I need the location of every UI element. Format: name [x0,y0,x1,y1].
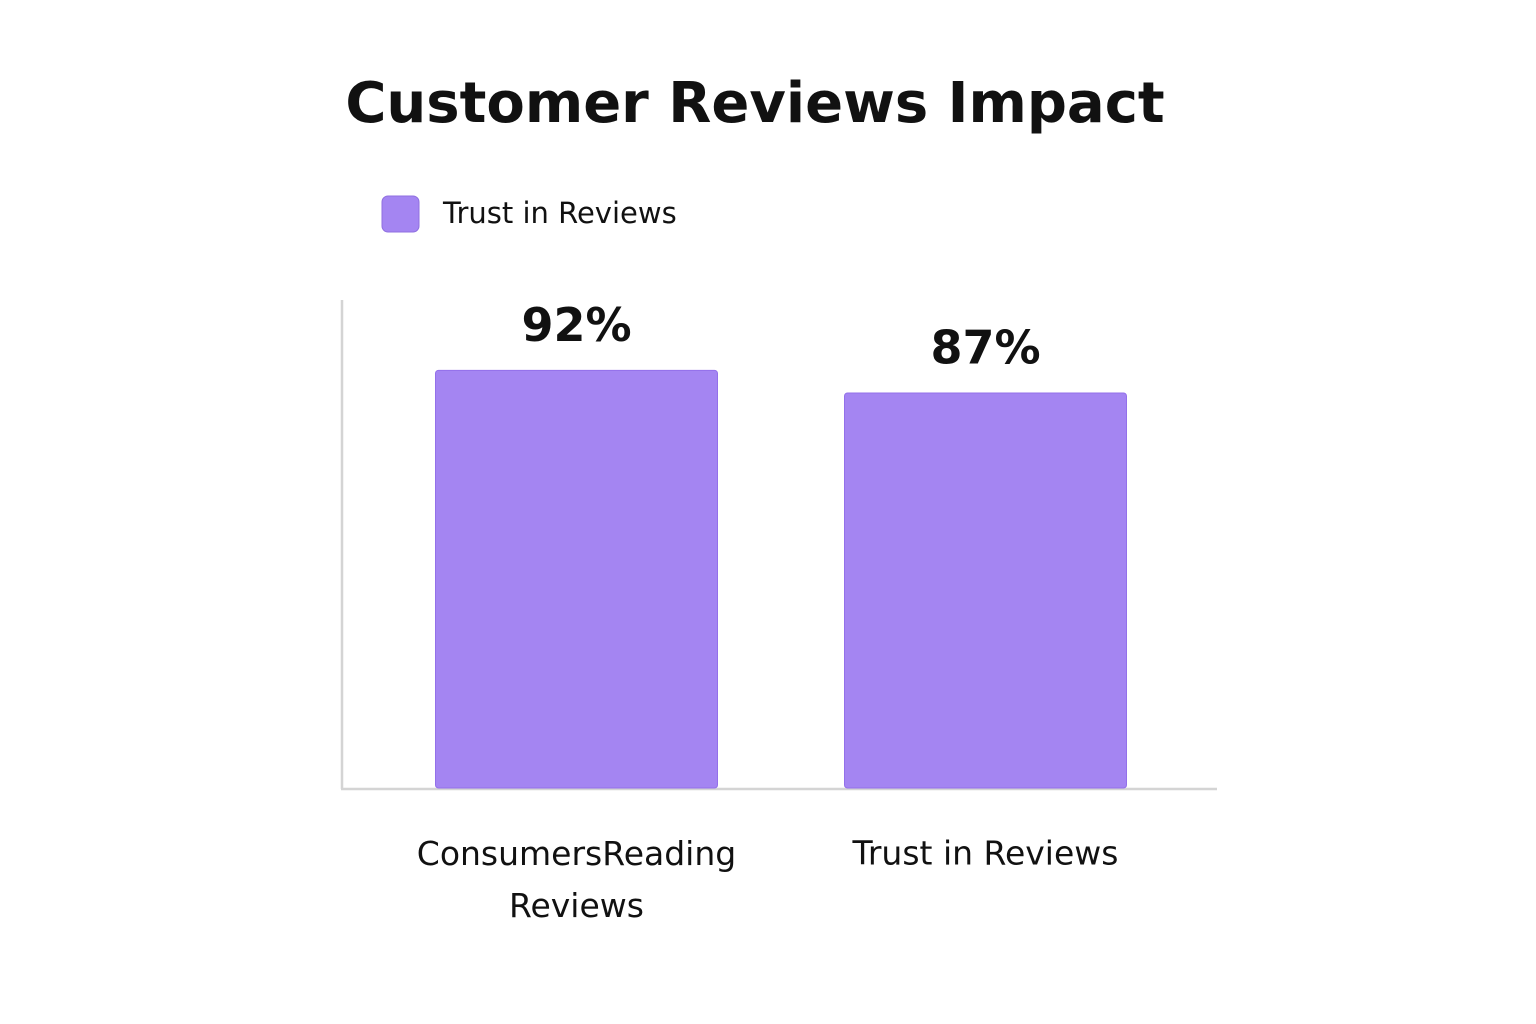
x-tick-label-line: Reviews [509,886,644,925]
legend-label: Trust in Reviews [442,196,677,230]
bar [435,369,718,789]
x-tick-label: ConsumersReading Reviews [417,834,736,925]
legend-swatch [381,195,420,233]
value-label: 92% [521,298,631,352]
bar [844,392,1127,789]
chart-title: Customer Reviews Impact [345,71,1164,136]
value-label: 87% [930,321,1040,375]
x-tick-label-line: ConsumersReading [417,834,736,873]
x-tick-label: Trust in Reviews [852,834,1119,873]
